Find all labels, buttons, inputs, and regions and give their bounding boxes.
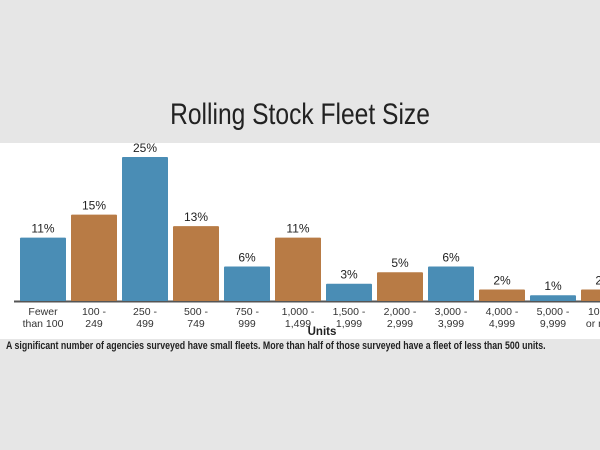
x-tick-label: 500 -: [184, 306, 208, 318]
x-tick-label: 750 -: [235, 306, 259, 318]
data-label: 6%: [238, 250, 256, 264]
data-label: 2%: [595, 273, 600, 287]
data-label: 3%: [340, 268, 358, 282]
bar: [275, 237, 321, 301]
x-tick-label: 4,000 -: [486, 306, 519, 318]
x-axis-label: Units: [308, 326, 337, 338]
data-label: 11%: [286, 222, 309, 236]
bar: [581, 289, 600, 301]
chart-plot-area: 11% Fewer than 100 15% 100 -249 25% 250 -499 13…: [0, 143, 600, 339]
x-tick-label: Fewer: [28, 306, 58, 318]
x-tick-label: 100 -: [82, 306, 106, 318]
x-tick-label: 499: [136, 318, 154, 330]
x-tick-label: 249: [85, 318, 103, 330]
x-tick-label: 5,000 -: [537, 306, 570, 318]
x-tick-label: 250 -: [133, 306, 157, 318]
bar: [173, 226, 219, 301]
bar: [20, 237, 66, 301]
bar: [428, 266, 474, 301]
data-label: 5%: [391, 256, 409, 270]
bar: [122, 157, 168, 301]
data-label: 6%: [442, 250, 460, 264]
bar: [224, 266, 270, 301]
data-label: 25%: [133, 143, 157, 155]
x-tick-label: 3,999: [438, 318, 464, 330]
bar: [479, 289, 525, 301]
x-tick-label: 749: [187, 318, 205, 330]
data-label: 13%: [184, 210, 208, 224]
x-tick-label: 1,499: [285, 318, 311, 330]
bar: [377, 272, 423, 301]
x-tick-label: 999: [238, 318, 256, 330]
x-tick-label: 2,999: [387, 318, 413, 330]
x-tick-label: than 100: [23, 318, 64, 330]
chart-title: Rolling Stock Fleet Size: [170, 98, 430, 131]
bar: [326, 283, 372, 301]
data-label: 15%: [82, 199, 106, 213]
x-tick-label: 1,999: [336, 318, 362, 330]
bar: [530, 295, 576, 301]
x-tick-label: 9,999: [540, 318, 566, 330]
data-label: 2%: [493, 273, 511, 287]
x-tick-label: 1,000 -: [282, 306, 315, 318]
x-tick-label: 4,999: [489, 318, 515, 330]
x-tick-label: or more: [586, 318, 600, 330]
x-tick-label: 3,000 -: [435, 306, 468, 318]
x-tick-label: 10,000: [588, 306, 600, 318]
data-label: 11%: [31, 222, 54, 236]
x-tick-label: 2,000 -: [384, 306, 417, 318]
x-tick-label: 1,500 -: [333, 306, 366, 318]
data-label: 1%: [544, 279, 562, 293]
bar: [71, 214, 117, 301]
chart-caption: A significant number of agencies surveye…: [6, 340, 546, 352]
